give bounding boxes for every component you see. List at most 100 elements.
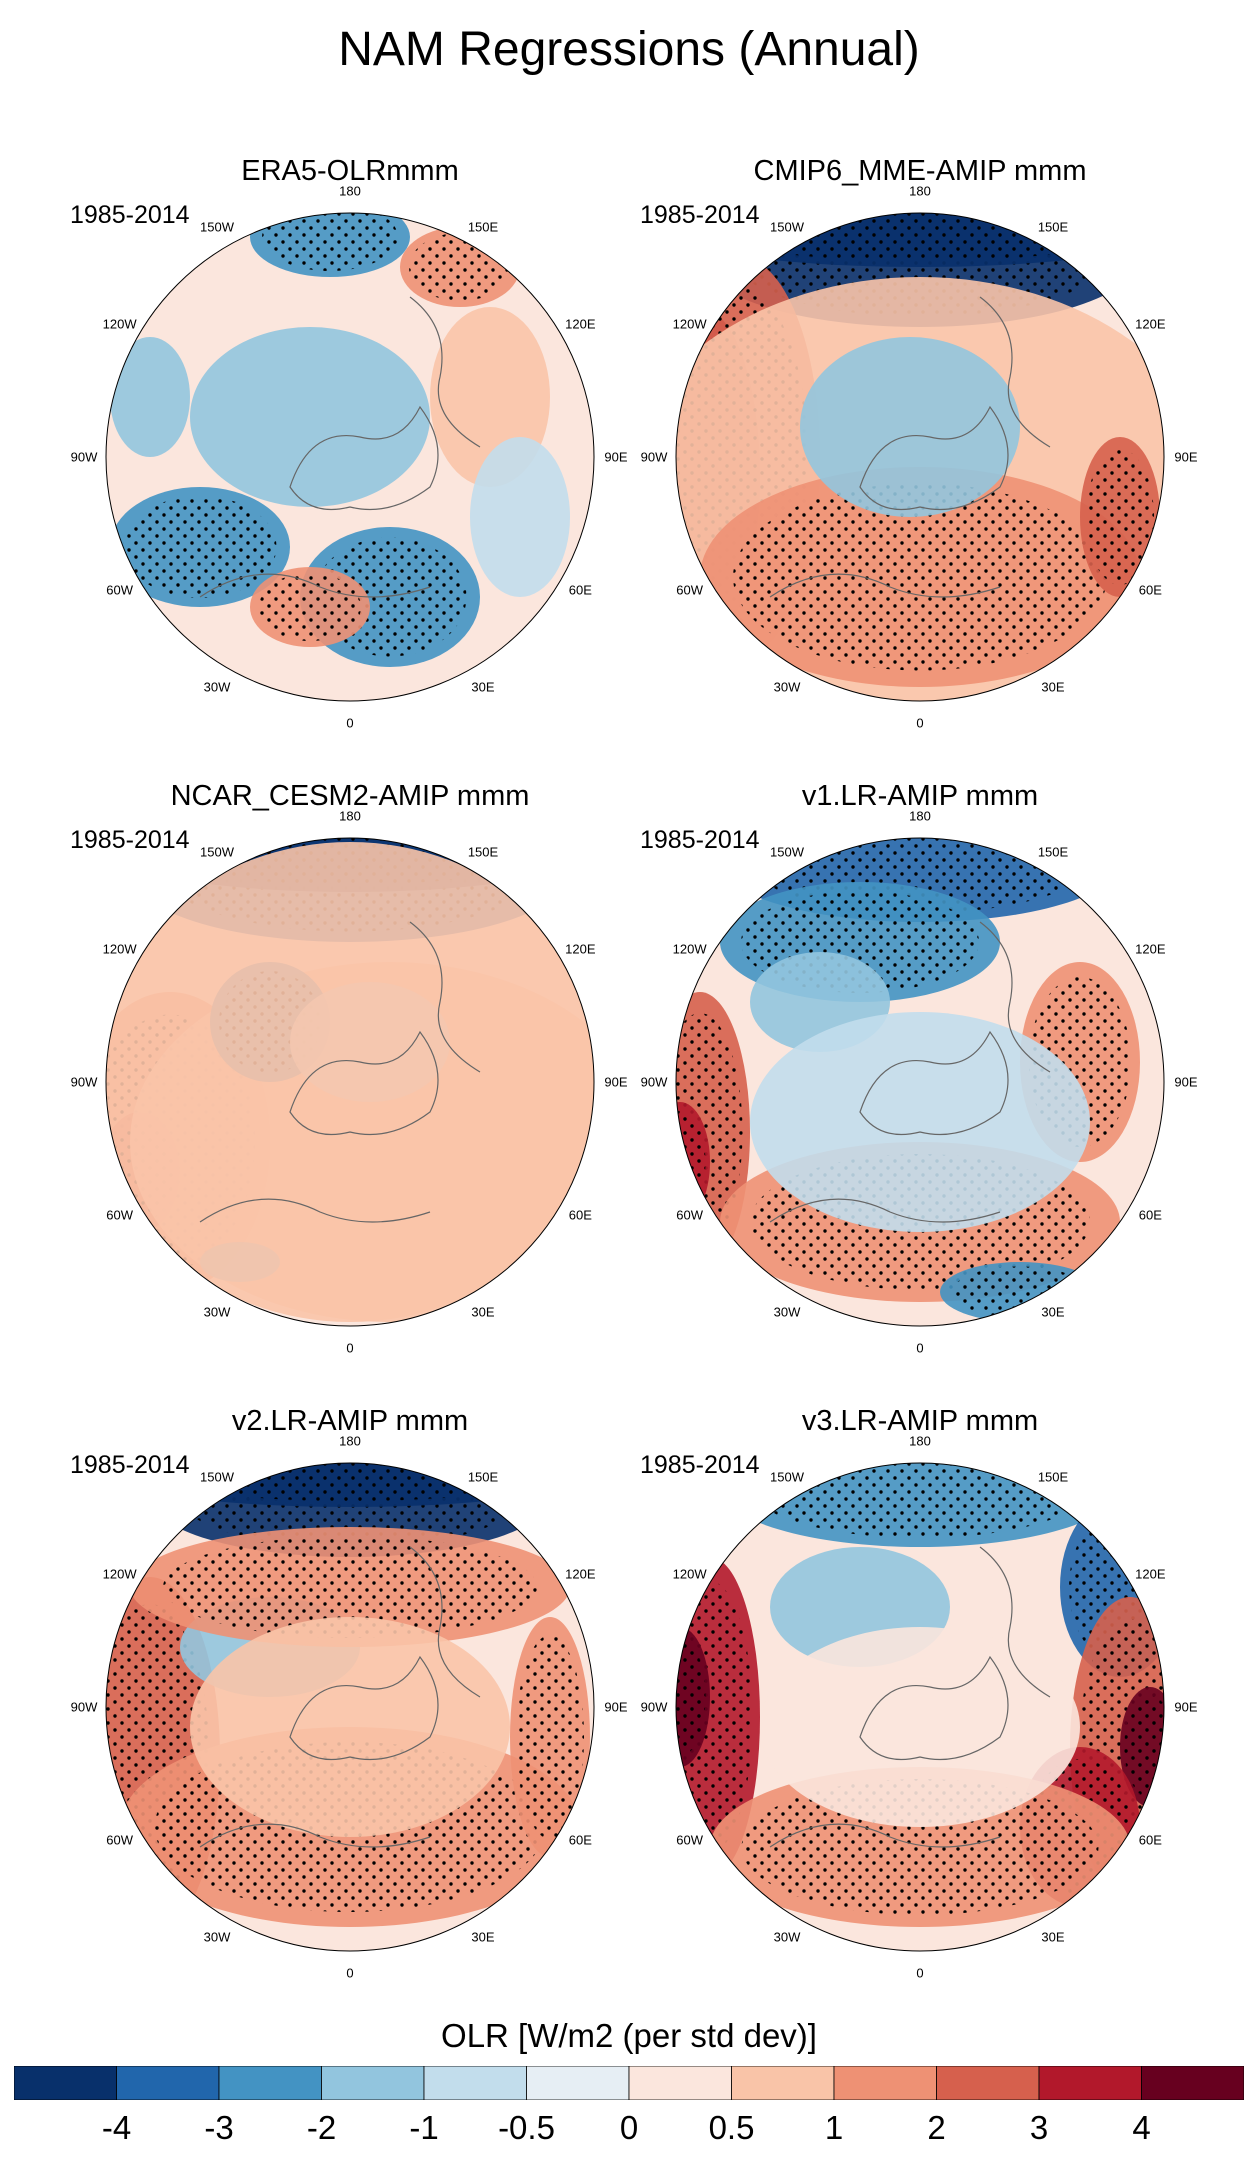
colorbar-swatch	[1038, 2066, 1142, 2100]
significance-stippling	[733, 483, 1107, 671]
longitude-label: 120E	[1135, 316, 1166, 332]
longitude-label: 150W	[200, 844, 234, 860]
panel-title: v1.LR-AMIP mmm	[801, 780, 1039, 812]
significance-stippling	[699, 213, 1141, 261]
panel-title: NCAR_CESM2-AMIP mmm	[170, 780, 530, 812]
longitude-label: 120W	[672, 1566, 707, 1582]
polar-map	[105, 837, 595, 1327]
coastline	[769, 1546, 1051, 1848]
significance-stippling	[1124, 1696, 1164, 1798]
longitude-label: 120W	[102, 941, 137, 957]
longitude-label: 60E	[1138, 1832, 1162, 1848]
panel-period: 1985-2014	[640, 201, 760, 229]
longitude-label: 180	[909, 1433, 931, 1449]
significance-stippling	[163, 1536, 537, 1638]
colorbar-title: OLR [W/m2 (per std dev)]	[441, 2017, 817, 2054]
significance-stippling	[1086, 449, 1154, 585]
longitude-label: 90W	[70, 1699, 98, 1715]
colorbar-swatch	[833, 2066, 937, 2100]
anomaly-region	[106, 842, 594, 1322]
colorbar-tick-label: 1	[824, 2109, 844, 2146]
longitude-label: 30E	[1041, 1304, 1065, 1320]
longitude-label: 150E	[1037, 844, 1069, 860]
colorbar-tick-label: -3	[204, 2109, 234, 2146]
longitude-label: 60W	[676, 1207, 703, 1223]
longitude-label: 30W	[773, 1304, 801, 1320]
anomaly-region	[750, 1012, 1090, 1232]
longitude-label: 150E	[467, 219, 499, 235]
longitude-label: 60E	[568, 1832, 592, 1848]
panel-title: v2.LR-AMIP mmm	[231, 1405, 469, 1437]
colorbar-swatch	[936, 2066, 1040, 2100]
anomaly-region	[760, 1627, 1080, 1827]
longitude-label: 180	[909, 808, 931, 824]
panel-period: 1985-2014	[640, 1451, 760, 1479]
map-boundary	[105, 837, 595, 1327]
figure-title: NAM Regressions (Annual)	[338, 23, 920, 76]
panel-period: 1985-2014	[640, 826, 760, 854]
longitude-label: 120E	[565, 941, 596, 957]
polar-map	[675, 212, 1165, 702]
longitude-label: 60E	[1138, 582, 1162, 598]
longitude-label: 90E	[604, 1699, 628, 1715]
longitude-label: 120E	[1135, 941, 1166, 957]
colorbar-tick-label: -0.5	[498, 2109, 555, 2146]
olr-field	[106, 213, 594, 701]
olr-field	[106, 838, 594, 1326]
longitude-label: 150W	[200, 219, 234, 235]
coastline	[199, 1546, 481, 1848]
longitude-label: 120W	[102, 1566, 137, 1582]
longitude-label: 120E	[1135, 1566, 1166, 1582]
colorbar-tick-label: 4	[1132, 2109, 1151, 2146]
map-panel: v1.LR-AMIP mmm 1985-2014 180 150E 120E 90E 60E…	[640, 780, 1200, 1356]
colorbar-swatch	[14, 2066, 117, 2100]
longitude-label: 30E	[471, 1304, 495, 1320]
colorbar-tick-label: 0	[619, 2109, 639, 2146]
colorbar-tick-label: -4	[101, 2109, 132, 2146]
coastline	[199, 296, 481, 598]
colorbar-swatch	[218, 2066, 322, 2100]
significance-stippling	[676, 1637, 706, 1757]
longitude-label: 90W	[640, 449, 668, 465]
longitude-label: 90W	[70, 449, 98, 465]
longitude-label: 0	[346, 1965, 354, 1981]
longitude-label: 120E	[565, 316, 596, 332]
longitude-label: 150W	[770, 844, 804, 860]
map-panel: v2.LR-AMIP mmm 1985-2014 180 150E 120E 90E 60E…	[70, 1405, 630, 1981]
colorbar-tick-label: 0.5	[708, 2109, 755, 2146]
polar-map	[675, 1462, 1165, 1952]
olr-field	[676, 213, 1164, 701]
longitude-label: 0	[346, 1340, 354, 1356]
map-panel: v3.LR-AMIP mmm 1985-2014 180 150E 120E 90E 60E…	[640, 1405, 1200, 1981]
longitude-label: 150E	[467, 844, 499, 860]
longitude-label: 180	[339, 1433, 361, 1449]
longitude-label: 60W	[676, 1832, 703, 1848]
colorbar-swatch	[526, 2066, 630, 2100]
longitude-label: 90W	[640, 1074, 668, 1090]
longitude-label: 120W	[672, 941, 707, 957]
longitude-label: 0	[916, 715, 924, 731]
colorbar-swatch	[731, 2066, 835, 2100]
longitude-label: 150E	[467, 1469, 499, 1485]
longitude-label: 120W	[672, 316, 707, 332]
polar-map	[105, 212, 595, 702]
map-panel: NCAR_CESM2-AMIP mmm 1985-2014 180 150E 120E 9…	[70, 780, 630, 1356]
polar-map	[105, 1462, 595, 1952]
longitude-label: 30W	[773, 679, 801, 695]
significance-stippling	[741, 1779, 1099, 1915]
colorbar-swatch	[116, 2066, 220, 2100]
longitude-label: 150W	[770, 219, 804, 235]
longitude-label: 150W	[200, 1469, 234, 1485]
longitude-label: 120E	[565, 1566, 596, 1582]
longitude-label: 90W	[640, 1699, 668, 1715]
significance-stippling	[262, 213, 398, 271]
colorbar-tick-label: 3	[1029, 2109, 1049, 2146]
colorbar-swatch	[628, 2066, 732, 2100]
significance-stippling	[123, 496, 277, 598]
longitude-label: 30W	[203, 1929, 231, 1945]
panel-title: ERA5-OLRmmm	[241, 155, 459, 187]
longitude-label: 30E	[471, 1929, 495, 1945]
significance-stippling	[952, 1266, 1088, 1318]
longitude-label: 60W	[106, 582, 133, 598]
longitude-label: 0	[916, 1965, 924, 1981]
